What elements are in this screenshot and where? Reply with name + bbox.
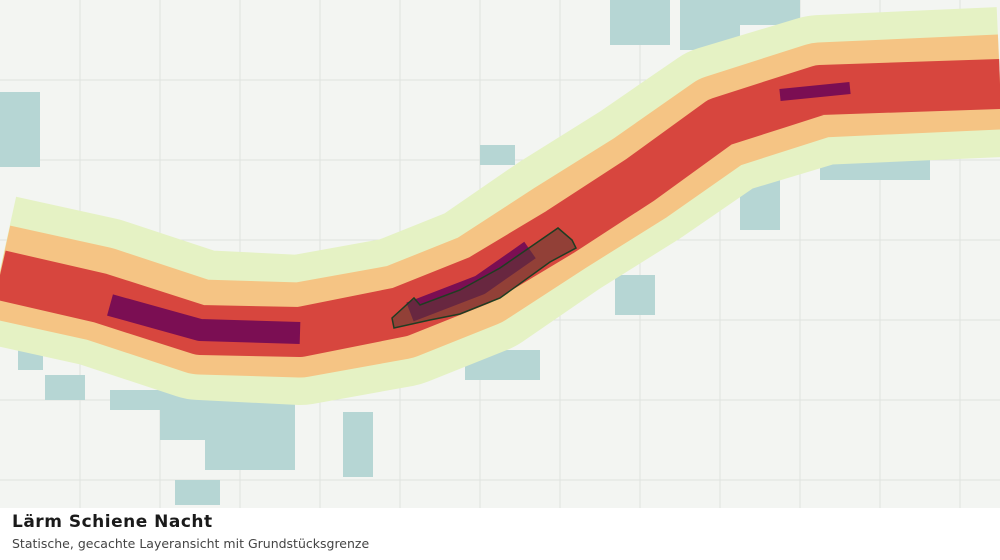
noise-zone-low <box>0 0 965 505</box>
map-title: Lärm Schiene Nacht <box>12 512 213 532</box>
noise-zone-very-high <box>107 294 301 344</box>
parcel-boundary <box>391 227 577 329</box>
noise-zone-very-high <box>779 82 851 101</box>
map-subtitle: Statische, gecachte Layeransicht mit Gru… <box>12 536 370 551</box>
map <box>0 0 1000 508</box>
